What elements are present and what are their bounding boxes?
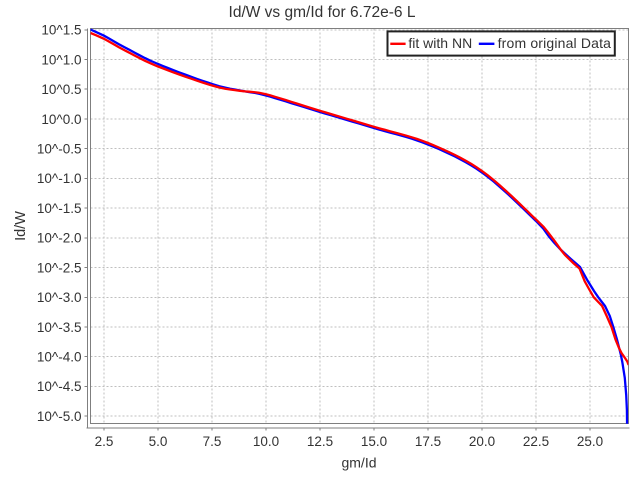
svg-text:2.5: 2.5 [95,434,114,449]
svg-text:Id/W: Id/W [13,211,29,241]
svg-text:from original Data: from original Data [498,35,612,51]
svg-text:17.5: 17.5 [415,434,441,449]
svg-text:12.5: 12.5 [307,434,333,449]
svg-text:10^0.0: 10^0.0 [41,112,81,127]
svg-text:7.5: 7.5 [203,434,222,449]
svg-text:10^-0.5: 10^-0.5 [37,142,82,157]
svg-text:15.0: 15.0 [361,434,387,449]
svg-text:10^-4.0: 10^-4.0 [37,350,82,365]
svg-text:10^-1.0: 10^-1.0 [37,171,82,186]
svg-text:gm/Id: gm/Id [341,455,376,471]
svg-text:10^-3.5: 10^-3.5 [37,320,82,335]
svg-text:10^1.5: 10^1.5 [41,23,81,38]
svg-text:10^-5.0: 10^-5.0 [37,409,82,424]
svg-text:5.0: 5.0 [149,434,168,449]
svg-text:10.0: 10.0 [253,434,279,449]
svg-text:fit with NN: fit with NN [408,35,472,51]
svg-text:10^-2.0: 10^-2.0 [37,231,82,246]
svg-text:10^0.5: 10^0.5 [41,82,81,97]
svg-text:10^-1.5: 10^-1.5 [37,201,82,216]
svg-text:10^-4.5: 10^-4.5 [37,379,82,394]
svg-text:20.0: 20.0 [469,434,495,449]
svg-text:10^-3.0: 10^-3.0 [37,290,82,305]
svg-text:Id/W vs gm/Id for 6.72e-6 L: Id/W vs gm/Id for 6.72e-6 L [229,4,416,21]
svg-text:22.5: 22.5 [523,434,549,449]
svg-text:10^1.0: 10^1.0 [41,52,81,67]
svg-text:25.0: 25.0 [577,434,603,449]
svg-text:10^-2.5: 10^-2.5 [37,260,82,275]
